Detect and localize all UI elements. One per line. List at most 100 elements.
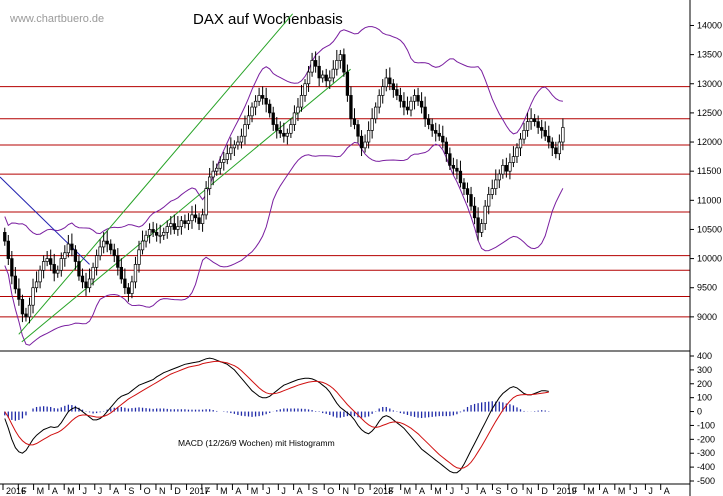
candle-body xyxy=(455,167,459,172)
candle-body xyxy=(328,77,332,82)
month-tick-label: O xyxy=(144,486,151,496)
candle-body xyxy=(306,71,311,85)
candle-body xyxy=(515,147,519,157)
candle-body xyxy=(271,112,275,125)
candle-body xyxy=(197,217,201,224)
month-tick-label: D xyxy=(541,486,548,496)
candle-body xyxy=(458,170,463,184)
month-tick-label: F xyxy=(388,486,394,496)
signal-line xyxy=(4,360,549,470)
month-tick-label: J xyxy=(633,486,638,496)
candle-body xyxy=(105,240,109,245)
candle-body xyxy=(207,176,212,190)
candle-body xyxy=(6,240,10,259)
candle-body xyxy=(398,95,403,102)
candle-body xyxy=(501,164,505,175)
candle-body xyxy=(430,124,434,131)
month-tick-label: D xyxy=(358,486,365,496)
candle-body xyxy=(363,141,367,149)
candle-body xyxy=(130,281,134,294)
candle-body xyxy=(257,95,261,102)
price-tick-label: 12500 xyxy=(697,108,722,118)
month-tick-label: J xyxy=(465,486,470,496)
trend-channel-upper xyxy=(18,13,294,335)
month-tick-label: A xyxy=(113,486,119,496)
macd-tick-label: -300 xyxy=(697,448,715,458)
candle-body xyxy=(374,106,378,120)
month-tick-label: S xyxy=(128,486,134,496)
month-tick-label: A xyxy=(235,486,241,496)
candle-body xyxy=(313,60,318,67)
month-tick-label: A xyxy=(603,486,609,496)
month-tick-label: N xyxy=(526,486,533,496)
month-tick-label: M xyxy=(67,486,75,496)
candle-body xyxy=(335,60,339,70)
candle-body xyxy=(137,249,141,265)
candle-body xyxy=(310,60,314,73)
candle-body xyxy=(155,232,159,236)
candle-body xyxy=(423,106,427,120)
candle-body xyxy=(441,135,445,143)
candle-body xyxy=(264,97,268,105)
candle-body xyxy=(331,68,335,79)
candle-body xyxy=(94,255,99,268)
candle-body xyxy=(352,118,357,125)
candle-body xyxy=(356,124,360,137)
candle-body xyxy=(296,106,300,114)
candle-body xyxy=(483,205,487,224)
candle-body xyxy=(243,124,247,137)
candle-body xyxy=(381,86,385,96)
month-tick-label: M xyxy=(434,486,442,496)
month-tick-label: A xyxy=(419,486,425,496)
candle-body xyxy=(70,243,74,251)
candle-body xyxy=(56,269,60,274)
candle-body xyxy=(540,127,544,131)
candle-body xyxy=(232,144,237,149)
month-tick-label: 2018 xyxy=(373,486,393,496)
candle-body xyxy=(275,124,279,131)
candle-body xyxy=(211,170,215,178)
month-tick-label: 2019 xyxy=(557,486,577,496)
candle-body xyxy=(123,278,127,289)
month-tick-label: A xyxy=(480,486,486,496)
candle-body xyxy=(303,83,307,96)
candle-body xyxy=(17,288,21,300)
candle-body xyxy=(444,141,448,155)
candle-body xyxy=(345,71,350,96)
candle-body xyxy=(388,77,392,85)
candle-body xyxy=(13,275,18,290)
price-tick-label: 10000 xyxy=(697,254,722,264)
candle-body xyxy=(292,112,297,125)
candle-body xyxy=(169,223,173,227)
candle-body xyxy=(179,220,184,227)
candle-body xyxy=(144,234,148,242)
candle-body xyxy=(162,232,166,236)
candle-body xyxy=(557,141,562,155)
candle-body xyxy=(479,223,484,233)
candle-body xyxy=(77,261,81,277)
candle-body xyxy=(24,313,28,318)
candle-body xyxy=(98,246,102,257)
candle-body xyxy=(511,156,516,163)
candle-body xyxy=(349,95,353,120)
candle-body xyxy=(52,264,56,274)
month-tick-label: O xyxy=(327,486,334,496)
candle-body xyxy=(260,95,265,99)
month-tick-label: A xyxy=(52,486,58,496)
price-tick-label: 10500 xyxy=(697,224,722,234)
candle-body xyxy=(434,130,438,134)
macd-y-ticks: 400 300 200 100 0 -100 -200 -300 -400 -500 xyxy=(690,351,715,486)
candle-body xyxy=(543,130,547,137)
candle-body xyxy=(465,188,470,195)
candle-body xyxy=(289,124,293,134)
candle-body xyxy=(402,100,406,108)
candle-body xyxy=(109,243,113,251)
candle-body xyxy=(370,118,374,131)
candle-body xyxy=(462,182,466,190)
month-tick-label: M xyxy=(37,486,45,496)
month-tick-label: J xyxy=(281,486,286,496)
price-tick-label: 14000 xyxy=(697,20,722,30)
macd-tick-label: -200 xyxy=(697,434,715,444)
macd-tick-label: -100 xyxy=(697,420,715,430)
